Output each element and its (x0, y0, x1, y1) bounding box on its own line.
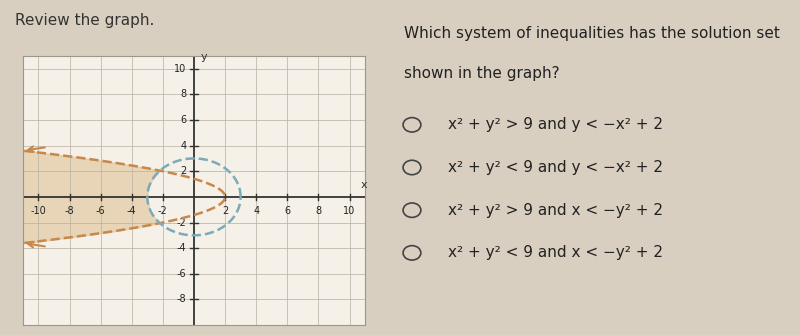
Text: x² + y² < 9 and y < −x² + 2: x² + y² < 9 and y < −x² + 2 (448, 160, 663, 175)
Text: x² + y² < 9 and x < −y² + 2: x² + y² < 9 and x < −y² + 2 (448, 245, 663, 260)
Text: shown in the graph?: shown in the graph? (404, 66, 559, 81)
Text: Which system of inequalities has the solution set: Which system of inequalities has the sol… (404, 26, 780, 41)
Text: x² + y² > 9 and y < −x² + 2: x² + y² > 9 and y < −x² + 2 (448, 117, 663, 132)
Text: x² + y² > 9 and x < −y² + 2: x² + y² > 9 and x < −y² + 2 (448, 203, 663, 218)
Text: Review the graph.: Review the graph. (15, 13, 155, 28)
